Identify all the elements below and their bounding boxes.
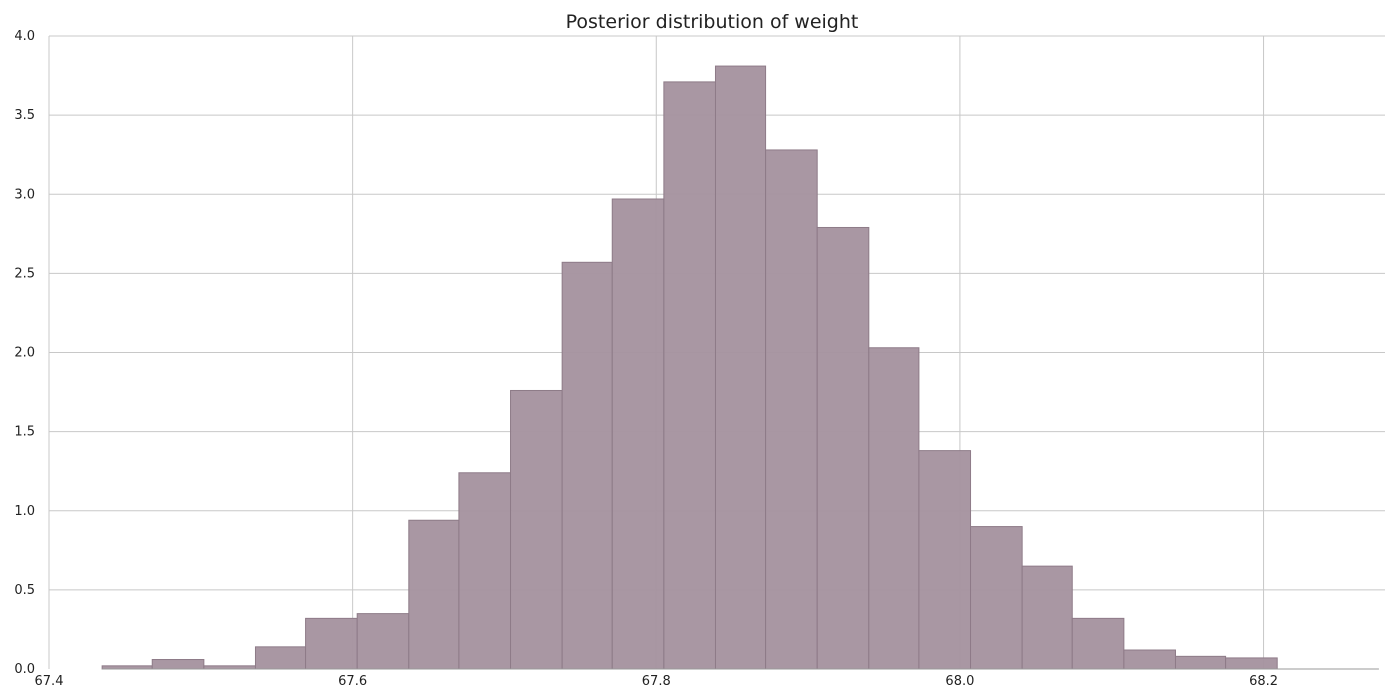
y-tick-label: 4.0: [14, 29, 35, 44]
histogram-bar: [714, 65, 767, 670]
histogram-bar: [1071, 617, 1125, 670]
y-tick-label: 1.5: [14, 425, 35, 440]
y-tick-label: 3.0: [14, 187, 35, 202]
x-tick-label: 68.0: [945, 674, 974, 689]
x-tick-label: 67.6: [338, 674, 367, 689]
x-tick-label: 67.4: [35, 674, 64, 689]
histogram-bar: [356, 613, 410, 670]
histogram-bar: [458, 472, 512, 670]
histogram-bar: [408, 519, 460, 670]
y-tick-label: 0.0: [14, 662, 35, 677]
histogram-bar: [918, 450, 972, 670]
histogram-bar: [254, 646, 307, 670]
y-tick-label: 3.5: [14, 108, 35, 123]
y-tick-label: 2.0: [14, 346, 35, 361]
histogram-bar: [663, 81, 716, 670]
histogram-bar: [1174, 655, 1227, 670]
histogram-bar: [611, 198, 665, 670]
histogram-bar: [561, 261, 613, 670]
x-tick-label: 67.8: [642, 674, 671, 689]
histogram-bar: [765, 149, 818, 670]
histogram-bar: [868, 347, 920, 670]
histogram-bar: [970, 526, 1023, 670]
histogram-bar: [1021, 565, 1073, 670]
histogram-bar: [816, 226, 870, 670]
y-tick-label: 2.5: [14, 266, 35, 281]
histogram-bar: [151, 659, 205, 670]
histogram-bar: [510, 389, 563, 670]
chart-title: Posterior distribution of weight: [566, 11, 859, 33]
bars-layer: [101, 65, 1278, 670]
histogram-bar: [1225, 657, 1278, 670]
y-tick-labels: 0.0 0.5 1.0 1.5 2.0 2.5 3.0 3.5 4.0: [14, 29, 35, 677]
y-tick-label: 0.5: [14, 583, 35, 598]
histogram-bar: [305, 617, 358, 670]
histogram-bar: [1123, 649, 1176, 670]
x-tick-labels: 67.4 67.6 67.8 68.0 68.2: [35, 674, 1278, 689]
x-tick-label: 68.2: [1249, 674, 1278, 689]
y-tick-label: 1.0: [14, 504, 35, 519]
